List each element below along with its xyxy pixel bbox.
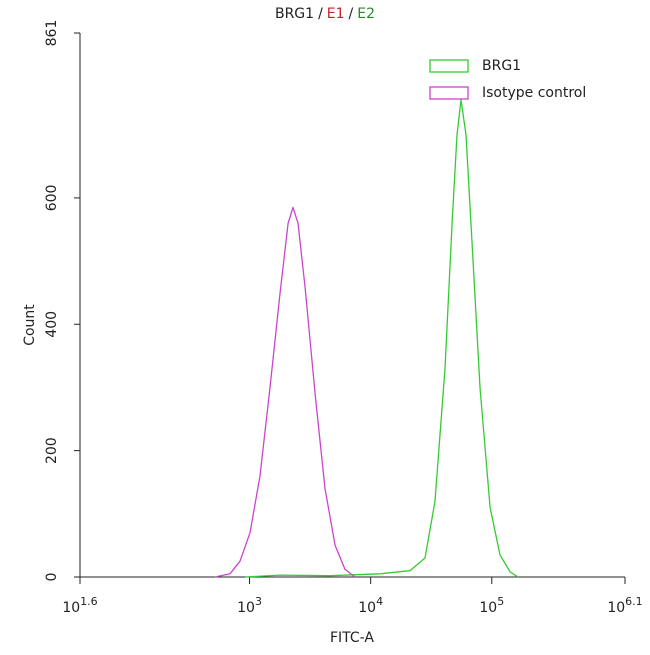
x-tick-base: 10	[358, 600, 376, 616]
title-part: /	[318, 6, 323, 22]
title-part: E2	[357, 6, 375, 22]
legend-swatch	[429, 59, 469, 73]
x-tick-base: 10	[607, 600, 625, 616]
y-tick-label: 0	[44, 573, 60, 582]
y-tick-label: 400	[44, 311, 60, 338]
y-tick-label: 600	[44, 185, 60, 212]
x-tick-label: 104	[358, 595, 383, 616]
x-tick-exponent: 5	[497, 595, 504, 608]
x-tick-base: 10	[237, 600, 255, 616]
title-part: /	[349, 6, 354, 22]
x-tick-exponent: 6.1	[625, 595, 643, 608]
x-tick-exponent: 4	[376, 595, 383, 608]
y-tick-label: 200	[44, 437, 60, 464]
x-tick-label: 106.1	[607, 595, 642, 616]
title-part: E1	[327, 6, 345, 22]
x-tick-base: 10	[479, 600, 497, 616]
legend-label: Isotype control	[482, 85, 586, 101]
legend-label: BRG1	[482, 58, 521, 74]
chart-title: BRG1/E1/E2	[275, 6, 375, 22]
x-tick-exponent: 3	[255, 595, 262, 608]
data-line	[245, 99, 519, 578]
title-part: BRG1	[275, 6, 314, 22]
legend-swatch	[429, 86, 469, 100]
data-line	[214, 206, 356, 578]
x-tick-base: 10	[62, 600, 80, 616]
y-axis-label: Count	[22, 304, 38, 346]
x-axis-label: FITC-A	[330, 630, 374, 646]
x-tick-label: 105	[479, 595, 504, 616]
x-tick-exponent: 1.6	[80, 595, 98, 608]
x-tick-label: 103	[237, 595, 262, 616]
y-tick-label: 861	[44, 20, 60, 47]
x-tick-label: 101.6	[62, 595, 97, 616]
